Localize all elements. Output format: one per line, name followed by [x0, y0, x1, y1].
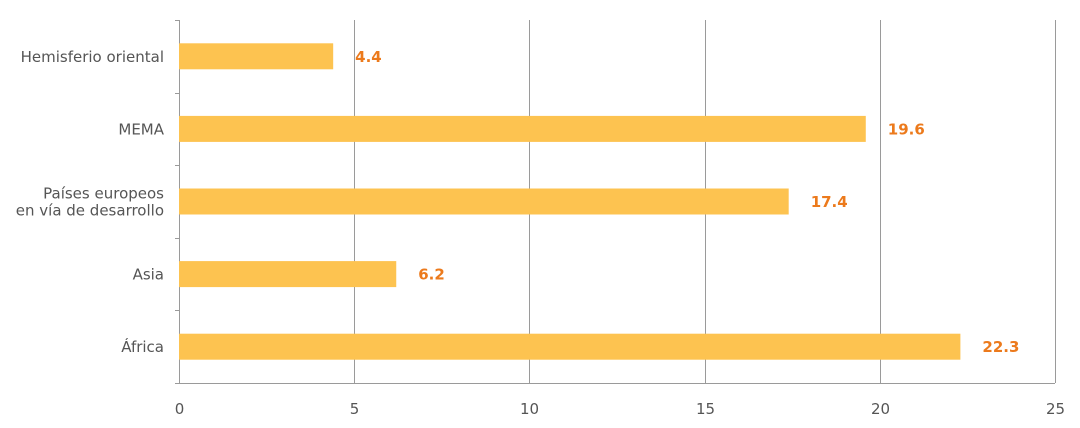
grid-layer [175, 20, 1056, 384]
x-tick-label: 20 [871, 400, 890, 418]
value-label: 4.4 [355, 48, 382, 66]
x-tick-label: 25 [1046, 400, 1065, 418]
x-tick-label: 10 [520, 400, 539, 418]
x-tick-label: 5 [350, 400, 360, 418]
category-label: África [121, 337, 164, 356]
bar [179, 333, 961, 360]
bar [179, 261, 397, 288]
value-label: 22.3 [982, 338, 1019, 356]
x-tick-label: 15 [696, 400, 715, 418]
value-label: 6.2 [418, 266, 445, 284]
category-label: Hemisferio oriental [21, 48, 164, 66]
bar [179, 188, 789, 215]
category-label: MEMA [118, 120, 164, 138]
category-label: Asia [133, 266, 164, 284]
x-tick-label: 0 [175, 400, 185, 418]
bar [179, 43, 334, 70]
bar [179, 115, 866, 142]
category-label: Países europeos en vía de desarrollo [16, 185, 164, 220]
value-label: 19.6 [888, 120, 925, 138]
value-label: 17.4 [811, 193, 848, 211]
label-layer: 0 5 10 15 20 25 4.4 Hemisferio oriental 19.6 MEMA… [16, 48, 1065, 418]
bar-layer [179, 43, 961, 360]
